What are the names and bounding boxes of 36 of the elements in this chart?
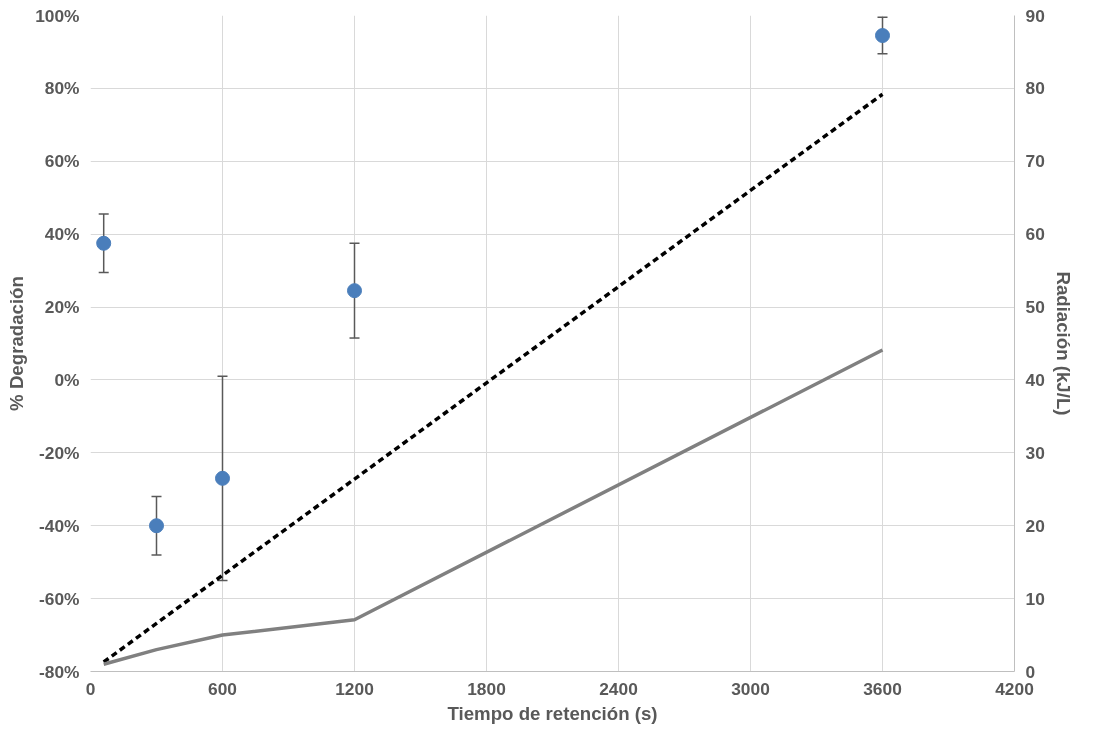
y2-tick-label: 50 (1025, 297, 1045, 318)
y-tick-label: 60% (44, 151, 80, 172)
line-series (101, 348, 885, 666)
y2-tick-label: 10 (1025, 588, 1045, 609)
x-axis-title: Tiempo de retención (s) (447, 702, 658, 724)
y2-axis-title: Radiación (kJ/L) (1052, 271, 1074, 416)
point (96, 235, 112, 251)
y2-tick-label: 60 (1025, 224, 1045, 245)
y-tick-label: 100% (35, 5, 80, 26)
x-tick-label: 1200 (335, 678, 374, 699)
y2-tick-label: 40 (1025, 369, 1045, 390)
y-tick-label: 0% (54, 369, 80, 390)
y-tick-label: -20% (39, 442, 80, 463)
point (875, 28, 890, 44)
y-tick-label: -40% (39, 515, 80, 536)
y-axis-title: % Degradación (6, 276, 28, 411)
x-tick-label: 1800 (467, 678, 506, 699)
y-tick-label: 40% (44, 224, 80, 245)
x-tick-label: 600 (208, 678, 237, 699)
point (215, 470, 230, 486)
x-tick-label: 3000 (731, 678, 770, 699)
x-tick-label: 0 (85, 678, 96, 699)
y2-tick-label: 30 (1025, 442, 1045, 463)
line-series (101, 92, 885, 664)
x-tick-label: 3600 (863, 678, 902, 699)
point (149, 518, 164, 534)
y2-tick-label: 70 (1025, 151, 1045, 172)
x-tick-label: 2400 (599, 678, 638, 699)
y2-tick-label: 90 (1025, 5, 1045, 26)
y2-tick-label: 20 (1025, 515, 1045, 536)
point (347, 283, 362, 299)
y-tick-label: -80% (39, 661, 80, 682)
y-tick-label: 80% (44, 78, 80, 99)
y-tick-label: 20% (44, 297, 80, 318)
y2-tick-label: 80 (1025, 78, 1045, 99)
y-tick-label: -60% (39, 588, 80, 609)
